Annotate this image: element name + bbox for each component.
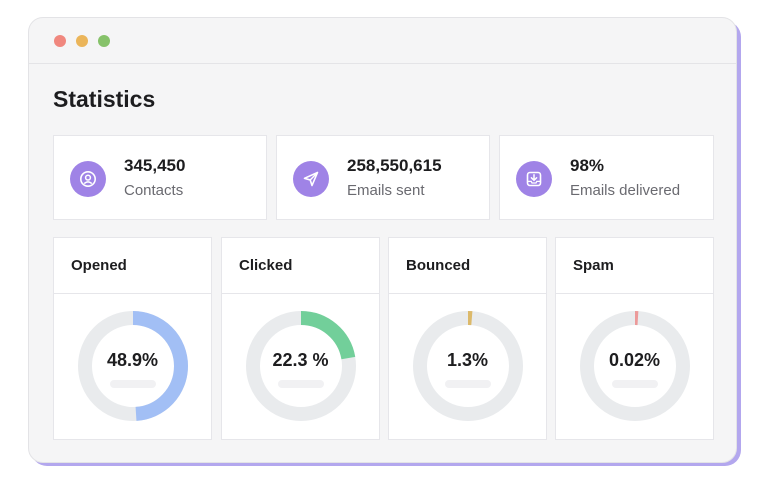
metric-title: Opened [71,257,127,274]
stat-card-emails-delivered: 98% Emails delivered [499,135,714,220]
stat-card-contacts: 345,450 Contacts [53,135,267,220]
app-window: Statistics 345,450 Contacts 258,550,615 … [28,17,737,463]
close-window-button[interactable] [54,35,66,47]
metric-value: 0.02% [608,350,661,370]
send-icon [293,161,329,197]
metric-title: Spam [573,257,614,274]
donut-arc [413,311,523,421]
clicked-donut-chart [246,311,356,421]
donut-arc [78,311,188,421]
metric-header: Clicked [222,238,379,294]
metric-value: 22.3 % [272,350,329,370]
stat-label: Contacts [124,182,184,199]
placeholder-bar [612,380,658,388]
metric-header: Spam [556,238,713,294]
metric-card-clicked: Clicked 22.3 % [221,237,380,440]
stat-label: Emails sent [347,182,425,199]
placeholder-bar [445,380,491,388]
maximize-window-button[interactable] [98,35,110,47]
metric-card-spam: Spam 0.02% [555,237,714,440]
minimize-window-button[interactable] [76,35,88,47]
metric-header: Bounced [389,238,546,294]
placeholder-bar [278,380,324,388]
metric-title: Bounced [406,257,471,274]
donut-arc [246,311,356,421]
window-titlebar [29,18,736,64]
stat-value: 345,450 [124,156,186,175]
stat-value: 98% [570,156,605,175]
metric-value: 1.3% [446,350,489,370]
stat-card-emails-sent: 258,550,615 Emails sent [276,135,490,220]
contact-icon [70,161,106,197]
donut-arc [580,311,690,421]
metric-title: Clicked [239,257,293,274]
metric-card-bounced: Bounced 1.3% [388,237,547,440]
stat-label: Emails delivered [570,182,681,199]
opened-donut-chart [78,311,188,421]
page-title: Statistics [53,86,156,112]
metric-value: 48.9% [106,350,159,370]
stat-value: 258,550,615 [347,156,442,175]
metric-card-opened: Opened 48.9% [53,237,212,440]
metric-header: Opened [54,238,211,294]
placeholder-bar [110,380,156,388]
inbox-icon [516,161,552,197]
spam-donut-chart [580,311,690,421]
bounced-donut-chart [413,311,523,421]
